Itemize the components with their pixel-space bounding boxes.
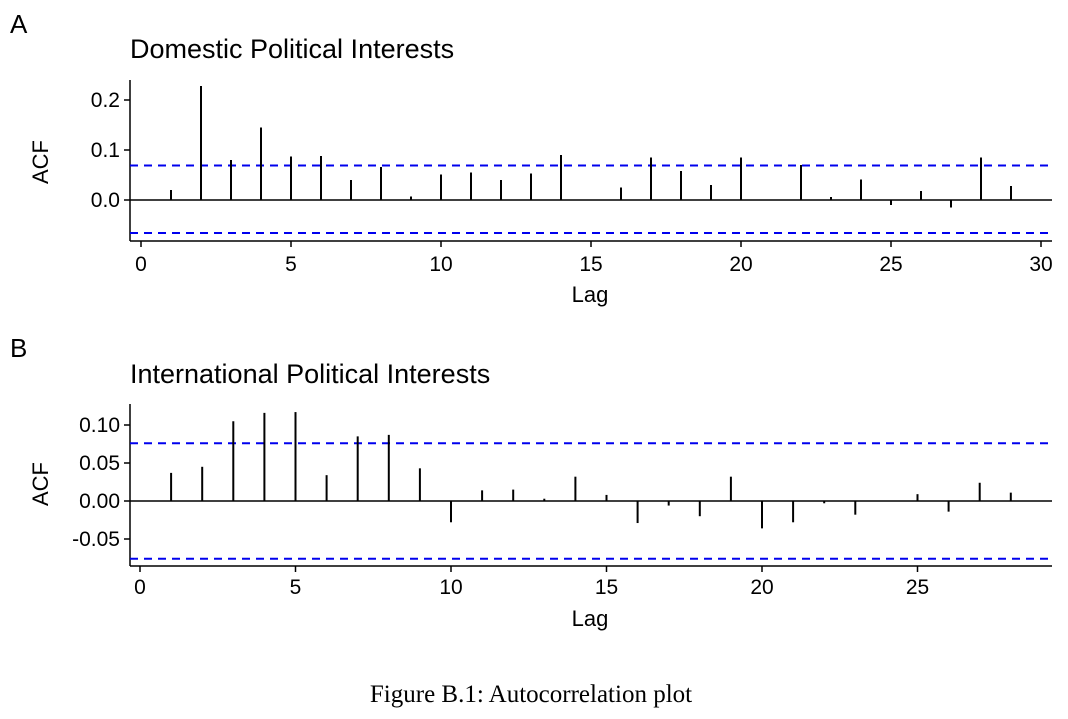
panel-b-y-tick-label: 0.05 (79, 452, 120, 475)
panel-b-x-tick-label: 10 (439, 576, 462, 599)
panel-a-x-tick-label: 0 (135, 253, 147, 276)
panel-a-y-axis-title: ACF (28, 140, 53, 184)
panel-a-label: A (10, 9, 28, 39)
panel-b-x-tick-label: 25 (906, 576, 929, 599)
panel-a-y-tick-label: 0.0 (91, 189, 120, 212)
panel-a-x-tick-label: 15 (579, 253, 602, 276)
panel-b-y-tick-label: -0.05 (72, 528, 120, 551)
panel-a-x-tick-label: 30 (1029, 253, 1052, 276)
panel-b-label: B (10, 333, 27, 363)
panel-b-y-axis-title: ACF (28, 462, 53, 506)
panel-b-x-tick-label: 5 (290, 576, 302, 599)
panel-b-x-tick-label: 0 (134, 576, 146, 599)
panel-b-y-tick-label: 0.10 (79, 414, 120, 437)
figure-caption: Figure B.1: Autocorrelation plot (370, 681, 692, 708)
panel-a-plot: 0.0 0.1 0.2 0 5 10 15 20 25 30 (91, 80, 1053, 276)
panel-a-x-axis-title: Lag (572, 282, 609, 307)
panel-b-plot: 0.10 0.05 0.00 -0.05 0 5 10 15 20 25 (72, 404, 1052, 599)
panel-b-y-tick-label: 0.00 (79, 490, 120, 513)
panel-a-x-tick-label: 10 (429, 253, 452, 276)
panel-b-title: International Political Interests (130, 359, 490, 389)
panel-a-y-tick-label: 0.1 (91, 139, 120, 162)
panel-b-x-tick-label: 15 (595, 576, 618, 599)
panel-b-x-axis-title: Lag (572, 606, 609, 631)
panel-a-title: Domestic Political Interests (130, 34, 454, 64)
panel-b-x-tick-label: 20 (750, 576, 773, 599)
panel-a-x-tick-label: 5 (285, 253, 297, 276)
panel-a-x-tick-label: 25 (879, 253, 902, 276)
panel-a-x-tick-label: 20 (729, 253, 752, 276)
panel-a-y-tick-label: 0.2 (91, 89, 120, 112)
